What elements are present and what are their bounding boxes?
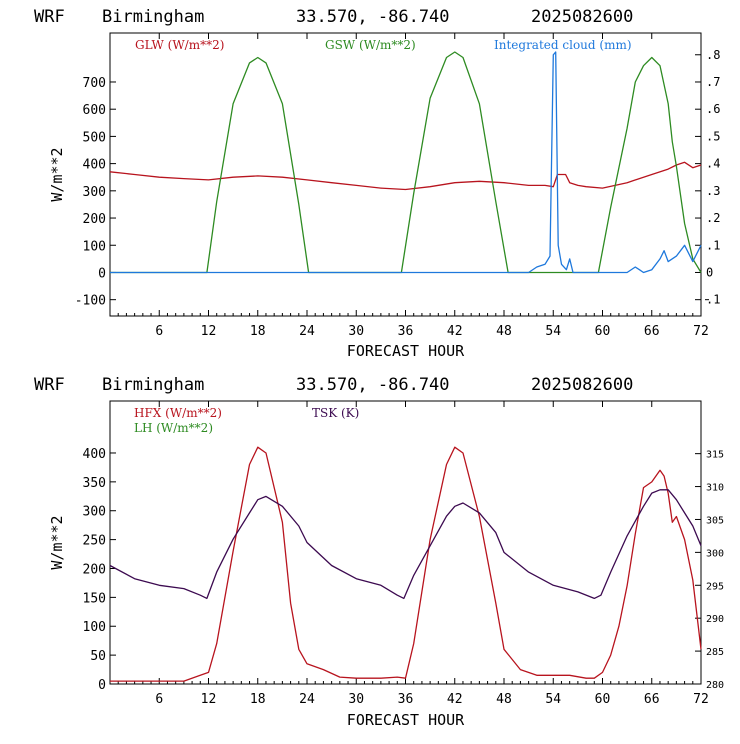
y2-tick-label: .5 [706,129,720,143]
y-tick-label: 50 [90,649,106,664]
x-tick-label: 36 [398,324,414,339]
x-axis-label: FORECAST HOUR [347,711,465,729]
y-tick-label: 150 [83,591,106,606]
y2-tick-label: .1 [706,238,720,252]
y2-tick-label: 300 [706,548,724,559]
y-tick-label: 250 [83,534,106,549]
y2-tick-label: 305 [706,515,724,526]
y2-tick-label: 310 [706,483,724,494]
plot-frame [109,32,702,317]
panel-model-label: WRF [34,7,65,27]
y-tick-label: 400 [83,447,106,462]
y-tick-label: 350 [83,476,106,491]
y-tick-label: 300 [83,185,106,200]
x-tick-label: 12 [201,692,217,707]
y-axis-label: W/m**2 [48,147,66,201]
y-tick-label: 300 [83,505,106,520]
x-tick-label: 60 [595,324,611,339]
surface-flux-panel: WRF Birmingham 33.570, -86.740 202508260… [34,375,724,729]
y-tick-label: 200 [83,562,106,577]
y2-tick-label: 295 [706,581,724,592]
y2-tick-label: 0 [706,265,713,279]
legend-entry: GSW (W/m**2) [325,38,416,52]
x-tick-label: 36 [398,692,414,707]
series-line-gsw [110,51,702,274]
y2-tick-label: 285 [706,647,724,658]
y2-tick-label: 280 [706,680,724,691]
x-tick-label: 54 [545,324,561,339]
y2-tick-label: .7 [706,75,720,89]
y2-tick-label: .2 [706,211,720,225]
series-line-integrated [110,51,702,274]
panel-run-label: 2025082600 [531,375,633,395]
y2-tick-label: .1 [706,293,720,307]
x-tick-label: 48 [496,324,512,339]
x-tick-label: 18 [250,692,266,707]
y2-tick-label: 315 [706,450,724,461]
y-tick-label: 500 [83,130,106,145]
x-tick-label: 12 [201,324,217,339]
y-tick-label: 700 [83,76,106,91]
panel-coords-label: 33.570, -86.740 [296,7,450,27]
x-tick-label: 48 [496,692,512,707]
x-tick-label: 42 [447,324,463,339]
panel-site-label: Birmingham [102,375,204,395]
y-axis-label: W/m**2 [48,515,66,569]
x-axis-label: FORECAST HOUR [347,342,465,360]
legend-entry: GLW (W/m**2) [135,38,224,52]
y-tick-label: 200 [83,212,106,227]
x-tick-label: 72 [693,692,709,707]
series-line-glw [109,161,702,191]
y2-tick-label: .3 [706,184,720,198]
x-tick-label: 30 [348,692,364,707]
x-tick-label: 66 [644,324,660,339]
y2-tick-label: .8 [706,48,720,62]
x-tick-label: 42 [447,692,463,707]
series-line-hfx [110,446,702,682]
x-tick-label: 6 [155,692,163,707]
x-tick-label: 30 [348,324,364,339]
y-tick-label: 100 [83,620,106,635]
y2-tick-label: .4 [706,157,720,171]
panel-run-label: 2025082600 [531,7,633,27]
y-tick-label: 0 [98,678,106,693]
panel-site-label: Birmingham [102,7,204,27]
legend-entry: HFX (W/m**2) [134,406,222,420]
x-tick-label: 66 [644,692,660,707]
x-tick-label: 24 [299,692,315,707]
y-tick-label: 100 [83,239,106,254]
y-tick-label: 400 [83,158,106,173]
legend-entry: Integrated cloud (mm) [494,38,632,52]
x-tick-label: 72 [693,324,709,339]
radiation-panel: WRF Birmingham 33.570, -86.740 202508260… [34,7,720,360]
x-tick-label: 18 [250,324,266,339]
y-tick-label: -100 [75,294,106,309]
panel-coords-label: 33.570, -86.740 [296,375,450,395]
plot-frame [109,400,702,685]
y2-tick-label: 290 [706,614,724,625]
legend-entry: TSK (K) [312,406,359,420]
legend-entry: LH (W/m**2) [134,421,213,435]
panel-model-label: WRF [34,375,65,395]
y-tick-label: 600 [83,103,106,118]
y-tick-label: 0 [98,266,106,281]
x-tick-label: 24 [299,324,315,339]
x-tick-label: 54 [545,692,561,707]
series-line-tsk [109,489,702,600]
y2-tick-label: .6 [706,102,720,116]
x-tick-label: 60 [595,692,611,707]
x-tick-label: 6 [155,324,163,339]
